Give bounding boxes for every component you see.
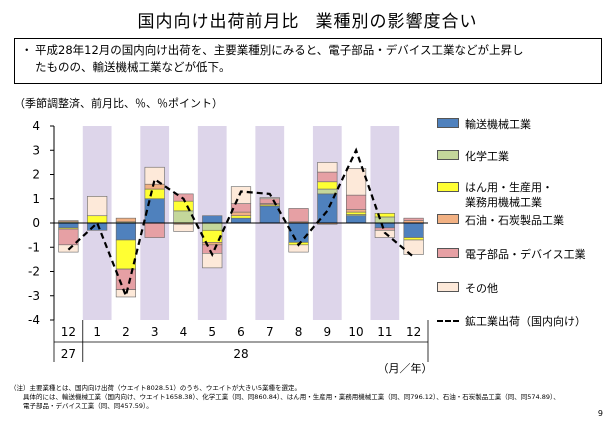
legend-swatch bbox=[437, 182, 459, 192]
summary-text-line-2: たものの、輸送機械工業などが低下。 bbox=[35, 60, 231, 74]
bar-segment-s2-c11 bbox=[374, 213, 395, 218]
unit-note: （季節調整済、前月比、％、％ポイント） bbox=[14, 97, 223, 110]
slide-title-part-a: 国内向け出荷前月比 bbox=[137, 12, 300, 32]
bar-segment-s0-c5 bbox=[202, 215, 223, 224]
bar-segment-s0-c0 bbox=[58, 222, 79, 229]
y-tick-label: -3 bbox=[28, 289, 40, 303]
x-tick-label: 8 bbox=[295, 325, 303, 339]
bar-segment-s4-c12 bbox=[403, 217, 424, 221]
slide-title-part-b: 業種別の影響度合い bbox=[315, 12, 478, 32]
legend-swatch bbox=[437, 118, 459, 128]
bar-segment-s3-c3 bbox=[144, 183, 165, 190]
line-series-total-shipments bbox=[67, 147, 415, 300]
legend-label: 電子部品・デバイス工業 bbox=[465, 248, 586, 261]
bar-segment-s2-c1 bbox=[87, 215, 108, 224]
x-tick-label: 12 bbox=[61, 325, 76, 339]
y-tick-label: 4 bbox=[32, 119, 40, 133]
bar-segment-s1-c9 bbox=[317, 188, 338, 195]
bar-segment-s0-c2 bbox=[115, 222, 137, 241]
legend-dash-line bbox=[437, 320, 459, 322]
bar-segment-s2-c9 bbox=[317, 181, 338, 190]
bar-segment-s4-c7 bbox=[259, 198, 280, 204]
x-tick-label: 11 bbox=[377, 325, 392, 339]
x-tick-label: 12 bbox=[406, 325, 421, 339]
bar-segment-s1-c4 bbox=[173, 210, 194, 224]
legend-swatch bbox=[437, 248, 459, 258]
footnote-line-3: 電子部品・デバイス工業（同、同457.59）。 bbox=[10, 402, 153, 410]
x-tick-label: 5 bbox=[208, 325, 216, 339]
bar-segment-s4-c8 bbox=[288, 208, 309, 223]
bar-segment-s5-c12 bbox=[403, 239, 424, 255]
bar-segment-s3-c0 bbox=[58, 220, 79, 223]
bar-segment-s4-c11 bbox=[374, 227, 395, 231]
x-axis-unit-label: （月／年） bbox=[378, 361, 433, 375]
bar-segment-s5-c6 bbox=[230, 186, 252, 204]
bar-segment-s2-c3 bbox=[144, 188, 165, 200]
legend-swatch bbox=[437, 214, 459, 224]
bar-segment-s1-c11 bbox=[374, 216, 395, 224]
y-tick-label: 1 bbox=[32, 192, 40, 206]
bar-segment-s0-c8 bbox=[288, 222, 309, 243]
bar-segment-s4-c6 bbox=[230, 203, 252, 213]
bar-segment-s2-c10 bbox=[345, 211, 367, 215]
x-tick-label: 6 bbox=[237, 325, 245, 339]
bar-segment-s5-c10 bbox=[345, 168, 367, 196]
bar-segment-s4-c3 bbox=[144, 222, 165, 238]
bar-segment-s2-c6 bbox=[230, 215, 252, 219]
legend-label: はん用・生産用・ 業務用機械工業 bbox=[465, 181, 553, 209]
bar-segment-s3-c2 bbox=[115, 217, 137, 223]
y-tick-label: 2 bbox=[32, 168, 40, 182]
legend-swatch bbox=[437, 282, 459, 292]
legend-label: その他 bbox=[465, 282, 498, 295]
bar-segment-s2-c12 bbox=[403, 237, 424, 241]
bar-segment-s5-c1 bbox=[87, 196, 108, 217]
x-year-label: 28 bbox=[233, 347, 248, 361]
bar-segment-s5-c4 bbox=[173, 223, 194, 232]
bar-segment-s3-c6 bbox=[230, 211, 252, 217]
legend-label: 輸送機械工業 bbox=[465, 118, 531, 131]
bar-segment-s0-c6 bbox=[230, 217, 252, 224]
page-number: 9 bbox=[597, 409, 603, 418]
x-tick-label: 4 bbox=[180, 325, 188, 339]
slide-title: 国内向け出荷前月比 業種別の影響度合い bbox=[0, 7, 615, 32]
bar-segment-s5-c9 bbox=[317, 162, 338, 173]
bar-segment-s1-c5 bbox=[202, 222, 223, 231]
bar-segment-s0-c7 bbox=[259, 205, 280, 224]
summary-text-line-1: 平成28年12月の国内向け出荷を、主要業種別にみると、電子部品・デバイス工業など… bbox=[35, 43, 524, 57]
bar-segment-s4-c0 bbox=[58, 228, 79, 246]
legend-label-line-series: 鉱工業出荷（国内向け） bbox=[465, 315, 586, 328]
bar-segment-s0-c12 bbox=[403, 222, 424, 238]
x-tick-label: 7 bbox=[266, 325, 274, 339]
legend-label: 化学工業 bbox=[465, 150, 509, 163]
bar-segment-s5-c7 bbox=[259, 197, 280, 200]
bar-segment-s2-c2 bbox=[115, 239, 137, 270]
bar-segment-s2-c4 bbox=[173, 200, 194, 212]
bullet-marker: ・ bbox=[21, 43, 33, 57]
y-tick-label: 3 bbox=[32, 143, 40, 157]
bar-segment-s3-c10 bbox=[345, 209, 367, 213]
x-tick-label: 10 bbox=[348, 325, 363, 339]
y-tick-label: 0 bbox=[32, 216, 40, 230]
x-tick-label: 1 bbox=[93, 325, 101, 339]
x-tick-label: 3 bbox=[151, 325, 159, 339]
legend-swatch bbox=[437, 150, 459, 160]
bar-segment-s0-c10 bbox=[345, 215, 367, 224]
footnote: （注）主要業種とは、国内向け出荷（ウエイト8028.51）のうち、ウエイトが大き… bbox=[10, 384, 560, 411]
x-tick-label: 9 bbox=[323, 325, 331, 339]
summary-box: ・ 平成28年12月の国内向け出荷を、主要業種別にみると、電子部品・デバイス工業… bbox=[14, 38, 602, 84]
bar-segment-s5-c3 bbox=[144, 166, 165, 185]
y-tick-label: -2 bbox=[28, 265, 40, 279]
bar-segment-s0-c11 bbox=[374, 222, 395, 229]
x-tick-label: 2 bbox=[122, 325, 130, 339]
legend-label: 石油・石炭製品工業 bbox=[465, 214, 564, 227]
bar-segment-s4-c9 bbox=[317, 171, 338, 183]
footnote-line-1: （注）主要業種とは、国内向け出荷（ウエイト8028.51）のうち、ウエイトが大き… bbox=[10, 384, 302, 392]
x-year-label: 27 bbox=[61, 347, 76, 361]
y-tick-label: -1 bbox=[28, 240, 40, 254]
footnote-line-2: 具体的には、輸送機械工業（国内向け、ウエイト1658.38）、化学工業（同、同8… bbox=[10, 393, 560, 401]
bar-segment-s4-c10 bbox=[345, 194, 367, 210]
y-tick-label: -4 bbox=[28, 313, 40, 327]
bar-segment-s4-c5 bbox=[202, 244, 223, 254]
